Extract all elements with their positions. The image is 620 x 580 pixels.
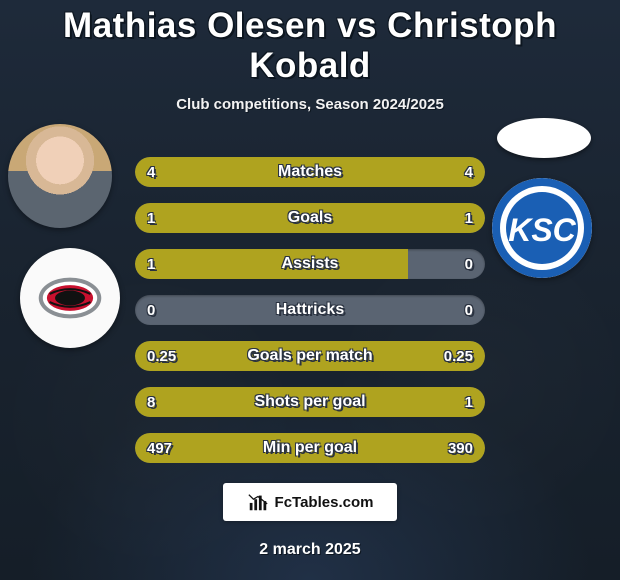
stat-value-right: 390	[448, 433, 473, 463]
stat-value-left: 1	[147, 203, 155, 233]
player2-club-logo: KSC	[492, 178, 592, 278]
stat-value-left: 1	[147, 249, 155, 279]
bar-left-fill	[135, 203, 310, 233]
stat-value-left: 4	[147, 157, 155, 187]
hurricane-logo-icon	[36, 264, 104, 332]
bar-chart-icon	[247, 491, 269, 513]
stat-row: Goals per match0.250.25	[135, 341, 485, 371]
player1-photo	[8, 124, 112, 228]
source-badge: FcTables.com	[223, 483, 397, 521]
stat-row: Assists10	[135, 249, 485, 279]
bar-left-fill	[135, 387, 447, 417]
bar-track	[135, 157, 485, 187]
stat-value-right: 4	[465, 157, 473, 187]
stat-row: Hattricks00	[135, 295, 485, 325]
stat-value-left: 0	[147, 295, 155, 325]
bar-track	[135, 249, 485, 279]
source-text: FcTables.com	[275, 494, 374, 511]
player2-oval-placeholder	[497, 118, 591, 158]
bar-track	[135, 341, 485, 371]
player1-club-logo	[20, 248, 120, 348]
comparison-card: Mathias Olesen vs Christoph Kobald Club …	[0, 0, 620, 580]
left-avatars	[8, 124, 123, 348]
stat-value-right: 0.25	[444, 341, 473, 371]
bar-track	[135, 433, 485, 463]
date-label: 2 march 2025	[0, 541, 620, 559]
bar-track	[135, 387, 485, 417]
bar-left-fill	[135, 157, 310, 187]
stat-row: Shots per goal81	[135, 387, 485, 417]
stat-row: Min per goal497390	[135, 433, 485, 463]
stat-value-right: 0	[465, 295, 473, 325]
stat-value-right: 0	[465, 249, 473, 279]
right-avatars: KSC	[497, 118, 602, 278]
page-title: Mathias Olesen vs Christoph Kobald	[0, 6, 620, 86]
stat-row: Matches44	[135, 157, 485, 187]
bar-right-fill	[310, 203, 485, 233]
stat-value-right: 1	[465, 387, 473, 417]
stat-value-left: 8	[147, 387, 155, 417]
bar-right-fill	[310, 157, 485, 187]
stat-row: Goals11	[135, 203, 485, 233]
bar-track	[135, 295, 485, 325]
stat-value-left: 0.25	[147, 341, 176, 371]
ksc-logo-icon: KSC	[492, 178, 592, 278]
svg-text:KSC: KSC	[508, 212, 576, 248]
stat-value-left: 497	[147, 433, 172, 463]
bar-left-fill	[135, 249, 408, 279]
stats-list: Matches44Goals11Assists10Hattricks00Goal…	[135, 157, 485, 463]
stat-value-right: 1	[465, 203, 473, 233]
subtitle: Club competitions, Season 2024/2025	[0, 96, 620, 113]
bar-track	[135, 203, 485, 233]
